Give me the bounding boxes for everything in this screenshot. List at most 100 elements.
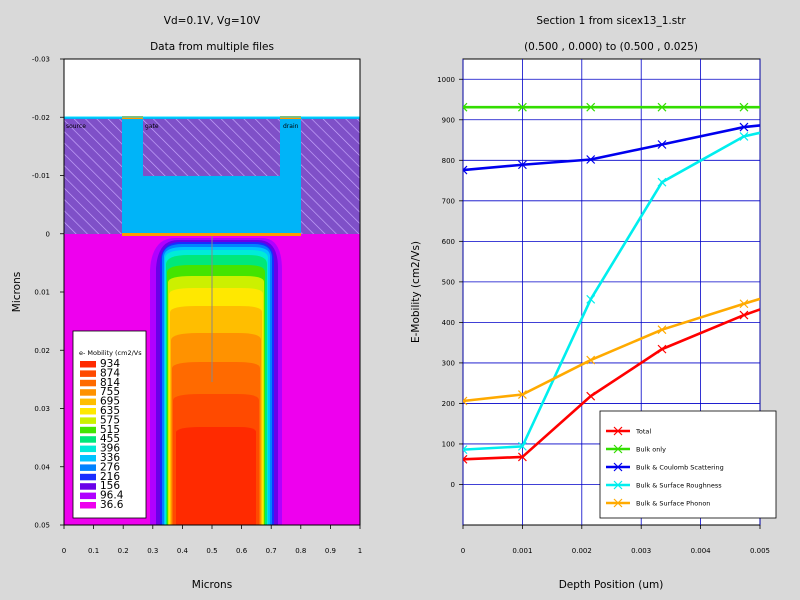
legend-value: 515	[100, 424, 120, 436]
series-marker	[517, 390, 527, 399]
series-legend: Total Bulk only Bulk & Coulomb Scattering B…	[599, 410, 777, 519]
legend-value: 336	[100, 452, 120, 464]
series-legend-marker	[613, 444, 623, 454]
gate-electrode	[143, 119, 280, 176]
series-marker	[657, 325, 667, 335]
series-legend-label: Bulk only	[636, 446, 666, 454]
right-ylabel: E-Mobility (cm2/Vs)	[410, 241, 422, 343]
series-marker	[463, 102, 468, 112]
right-title-2: (0.500 , 0.000) to (0.500 , 0.025)	[524, 41, 698, 53]
series-marker	[739, 102, 749, 112]
y-tick-label: 700	[442, 197, 455, 205]
legend-swatch	[80, 389, 96, 396]
y-tick-label: 600	[442, 238, 455, 246]
left-y-tick-label: 0	[46, 230, 50, 238]
left-x-tick-label: 0.7	[266, 547, 277, 555]
series-marker	[657, 177, 667, 187]
left-y-tick-label: 0.01	[34, 289, 50, 297]
left-y-tick-label: 0.02	[34, 347, 50, 355]
left-ylabel: Microns	[11, 272, 23, 312]
y-tick-label: 100	[442, 440, 455, 448]
left-x-tick-label: 0.2	[118, 547, 129, 555]
series-legend-marker	[613, 480, 623, 490]
right-plot: Section 1 from sicex13_1.str (0.500 , 0.…	[410, 15, 777, 591]
y-tick-label: 500	[442, 278, 455, 286]
series-legend-marker	[613, 498, 623, 508]
series-line-0	[463, 308, 760, 461]
legend-swatch	[80, 370, 96, 377]
left-y-tick-label: -0.01	[32, 172, 50, 180]
left-y-tick-label: 0.03	[34, 405, 50, 413]
legend-value: 36.6	[100, 499, 124, 511]
series-marker	[657, 140, 667, 149]
legend-swatch	[80, 417, 96, 424]
y-tick-label: 200	[442, 400, 455, 408]
left-x-tick-label: 0.5	[206, 547, 217, 555]
legend-swatch	[80, 398, 96, 406]
y-tick-label: 400	[442, 319, 455, 327]
interface-strip	[122, 233, 301, 236]
right-title-1: Section 1 from sicex13_1.str	[536, 15, 686, 27]
series-marker	[739, 131, 749, 141]
left-y-tick-label: -0.03	[32, 56, 50, 64]
source-electrode	[64, 119, 122, 234]
legend-value: 156	[100, 480, 120, 492]
left-x-tick-label: 0.8	[295, 547, 306, 555]
series-legend-label: Bulk & Surface Phonon	[636, 500, 710, 508]
left-x-tick-label: 0	[62, 547, 66, 555]
series-marker	[517, 160, 527, 170]
series-legend-marker	[613, 426, 623, 436]
legend-value: 396	[100, 443, 120, 455]
x-tick-label: 0.005	[750, 547, 770, 555]
series-marker	[517, 441, 527, 451]
series-line-2	[463, 124, 760, 172]
y-tick-label: 900	[442, 116, 455, 124]
series-marker	[657, 102, 667, 112]
legend-swatch	[80, 361, 96, 368]
legend-swatch	[80, 426, 96, 434]
series-legend-marker	[613, 462, 623, 472]
y-tick-label: 800	[442, 157, 455, 165]
series-marker	[586, 155, 596, 164]
left-xlabel: Microns	[192, 579, 232, 591]
legend-value: 575	[100, 414, 120, 426]
x-tick-label: 0.003	[631, 547, 651, 555]
legend-swatch	[80, 464, 96, 471]
legend-swatch	[80, 436, 96, 443]
left-y-tick-label: 0.04	[34, 463, 50, 471]
legend-title: e- Mobility (cm2/Vs	[79, 349, 142, 357]
left-axis-ticks: 0 0.1 0.2 0.3 0.4 0.5 0.6 0.7 0.8 0.9 1 -0.03 -0.02 -…	[32, 56, 362, 556]
left-x-tick-label: 0.9	[325, 547, 336, 555]
left-x-tick-label: 0.4	[177, 547, 189, 555]
legend-value: 755	[100, 386, 120, 398]
legend-value: 216	[100, 471, 120, 483]
series-legend-label: Total	[635, 428, 651, 436]
left-x-tick-label: 0.1	[88, 547, 99, 555]
legend-swatch	[80, 379, 96, 387]
series-marker	[586, 355, 596, 365]
legend-value: 96.4	[100, 490, 124, 502]
right-series	[463, 102, 760, 464]
series-marker	[739, 299, 749, 309]
drain-label: drain	[283, 123, 299, 130]
series-marker	[463, 445, 468, 455]
series-marker	[739, 310, 749, 320]
drain-electrode	[301, 119, 360, 234]
series-marker	[586, 102, 596, 112]
series-marker	[586, 391, 596, 401]
series-marker	[463, 454, 468, 464]
x-tick-label: 0.001	[512, 547, 532, 555]
legend-value: 635	[100, 405, 120, 417]
legend-value: 934	[100, 358, 120, 370]
left-y-tick-label: -0.02	[32, 114, 50, 122]
series-legend-label: Bulk & Surface Roughness	[636, 482, 722, 490]
right-xlabel: Depth Position (um)	[559, 579, 664, 591]
legend-value: 695	[100, 396, 120, 408]
left-y-tick-label: 0.05	[34, 522, 50, 530]
legend-value: 455	[100, 433, 120, 445]
series-legend-label: Bulk & Coulomb Scattering	[636, 464, 724, 472]
x-tick-label: 0.002	[572, 547, 592, 555]
series-marker	[463, 165, 468, 175]
legend-value: 874	[100, 367, 120, 379]
